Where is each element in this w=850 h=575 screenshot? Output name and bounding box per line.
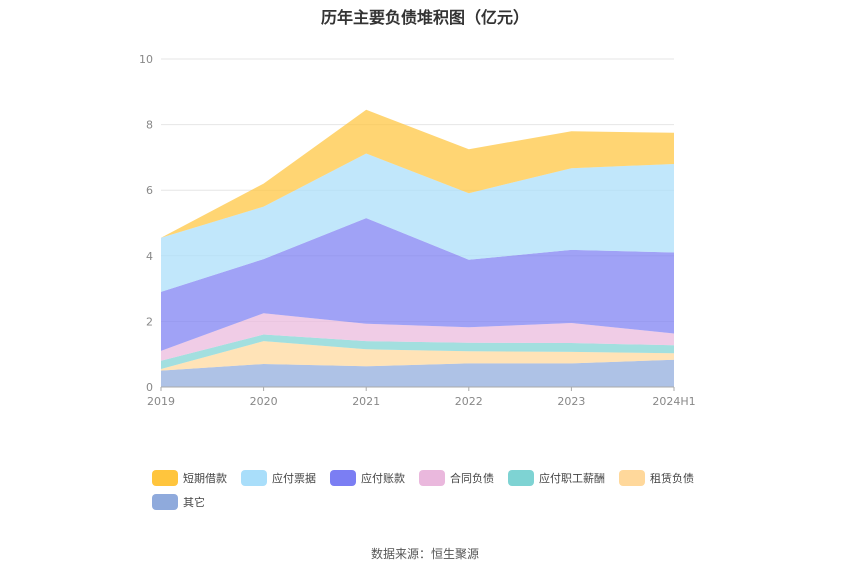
legend-item[interactable]: 其它 xyxy=(152,494,205,510)
legend-item[interactable]: 应付票据 xyxy=(241,470,316,486)
legend-item[interactable]: 租赁负债 xyxy=(619,470,694,486)
x-tick-label: 2023 xyxy=(557,395,585,408)
legend-item[interactable]: 短期借款 xyxy=(152,470,227,486)
legend-swatch xyxy=(508,470,534,486)
legend-label: 合同负债 xyxy=(450,472,494,485)
legend-item[interactable]: 合同负债 xyxy=(419,470,494,486)
y-tick-label: 4 xyxy=(146,250,153,263)
y-tick-label: 10 xyxy=(139,53,153,66)
legend-label: 短期借款 xyxy=(183,472,227,485)
legend-item[interactable]: 应付账款 xyxy=(330,470,405,486)
legend-swatch xyxy=(330,470,356,486)
area-series xyxy=(161,109,674,387)
legend-label: 其它 xyxy=(183,496,205,509)
legend-swatch xyxy=(241,470,267,486)
area-应付账款 xyxy=(161,218,674,351)
x-tick-label: 2020 xyxy=(250,395,278,408)
x-tick-label: 2024H1 xyxy=(652,395,695,408)
area-租赁负债 xyxy=(161,341,674,371)
legend-swatch xyxy=(152,494,178,510)
legend-label: 应付职工薪酬 xyxy=(539,472,605,485)
area-应付票据 xyxy=(161,153,674,292)
area-合同负债 xyxy=(161,313,674,361)
legend-label: 应付账款 xyxy=(361,472,405,485)
legend-swatch xyxy=(152,470,178,486)
axes: 0 2 4 6 8 10 2019 2020 2021 2022 2023 2024H1 xyxy=(139,53,696,408)
legend-swatch xyxy=(419,470,445,486)
y-tick-label: 6 xyxy=(146,184,153,197)
x-tick-label: 2019 xyxy=(147,395,175,408)
area-应付职工薪酬 xyxy=(161,334,674,369)
legend: 短期借款 应付票据 应付账款 合同负债 应付职工薪酬 租赁负债其它 xyxy=(152,470,712,510)
y-tick-label: 8 xyxy=(146,119,153,132)
legend-label: 应付票据 xyxy=(272,472,316,485)
y-tick-label: 0 xyxy=(146,381,153,394)
legend-label: 租赁负债 xyxy=(650,472,694,485)
y-tick-label: 2 xyxy=(146,315,153,328)
source-note: 数据来源：恒生聚源 xyxy=(370,547,479,561)
x-tick-label: 2021 xyxy=(352,395,380,408)
area-短期借款 xyxy=(161,109,674,238)
x-tick-label: 2022 xyxy=(455,395,483,408)
area-其它 xyxy=(161,359,674,387)
legend-swatch xyxy=(619,470,645,486)
chart-title: 历年主要负债堆积图（亿元） xyxy=(320,8,529,27)
legend-item[interactable]: 应付职工薪酬 xyxy=(508,470,605,486)
